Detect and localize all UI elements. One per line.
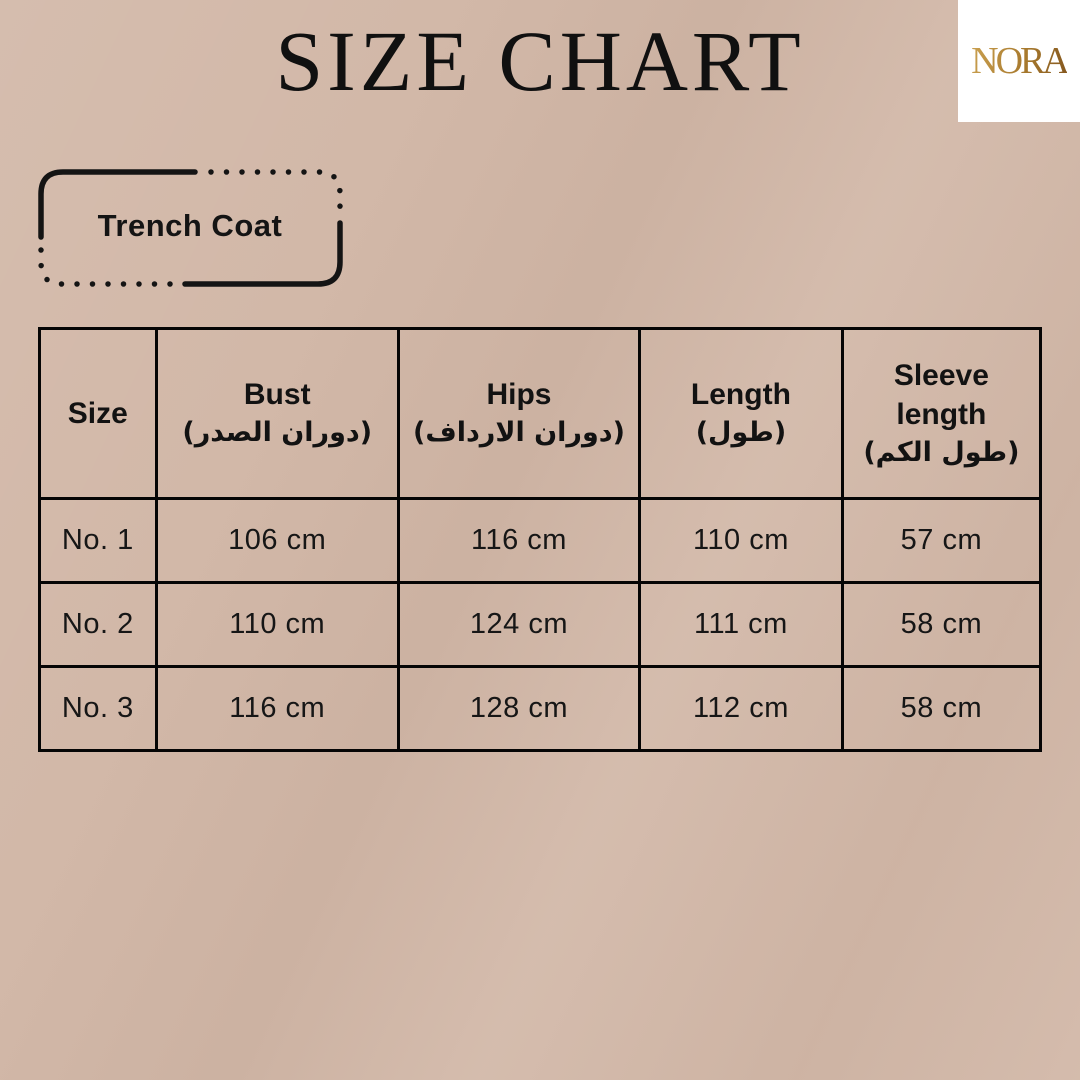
column-header-sleeve-length: Sleeve length (طول الكم)	[840, 327, 1043, 500]
size-3-label: No. 3	[38, 665, 158, 752]
size-1-hips: 116 cm	[396, 497, 642, 584]
column-header-sleeve-length-ar: (طول الكم)	[863, 436, 1020, 468]
brand-logo-text: NORA	[971, 40, 1070, 82]
table-row-size-2: No. 2 110 cm 124 cm 111 cm 58 cm	[38, 581, 1043, 668]
size-3-length: 112 cm	[638, 665, 844, 752]
table-row-size-1: No. 1 106 cm 116 cm 110 cm 57 cm	[38, 497, 1043, 584]
column-header-size: Size	[38, 327, 158, 500]
size-2-sleeve-length: 58 cm	[840, 581, 1043, 668]
column-header-length: Length (طول)	[638, 327, 844, 500]
product-tag-label: Trench Coat	[97, 208, 283, 243]
size-1-label: No. 1	[38, 497, 158, 584]
table-row-size-3: No. 3 116 cm 128 cm 112 cm 58 cm	[38, 665, 1043, 752]
size-2-bust: 110 cm	[154, 581, 400, 668]
column-header-bust-ar: (دوران الصدر)	[182, 417, 373, 449]
brand-logo-box: NORA	[958, 0, 1080, 122]
column-header-sleeve-length-en: Sleeve length	[893, 358, 989, 431]
column-header-length-ar: (طول)	[695, 417, 787, 449]
column-header-hips-en: Hips	[486, 378, 552, 412]
size-3-hips: 128 cm	[396, 665, 642, 752]
size-2-label: No. 2	[38, 581, 158, 668]
page-title: SIZE CHART	[275, 13, 805, 109]
column-header-hips: Hips (دوران الارداف)	[396, 327, 642, 500]
size-3-sleeve-length: 58 cm	[840, 665, 1043, 752]
size-1-sleeve-length: 57 cm	[840, 497, 1043, 584]
column-header-bust: Bust (دوران الصدر)	[154, 327, 400, 500]
column-header-bust-en: Bust	[243, 378, 311, 412]
size-2-hips: 124 cm	[396, 581, 642, 668]
size-3-bust: 116 cm	[154, 665, 400, 752]
size-table: Size Bust (دوران الصدر) Hips (دوران الار…	[38, 327, 1043, 752]
product-tag: Trench Coat	[33, 165, 347, 291]
column-header-hips-ar: (دوران الارداف)	[412, 417, 625, 449]
column-header-length-en: Length	[690, 378, 791, 412]
product-tag-frame-decoration	[38, 169, 343, 287]
size-1-bust: 106 cm	[154, 497, 400, 584]
size-1-length: 110 cm	[638, 497, 844, 584]
size-2-length: 111 cm	[638, 581, 844, 668]
size-table-header-row: Size Bust (دوران الصدر) Hips (دوران الار…	[38, 327, 1043, 500]
column-header-size-en: Size	[67, 397, 128, 430]
